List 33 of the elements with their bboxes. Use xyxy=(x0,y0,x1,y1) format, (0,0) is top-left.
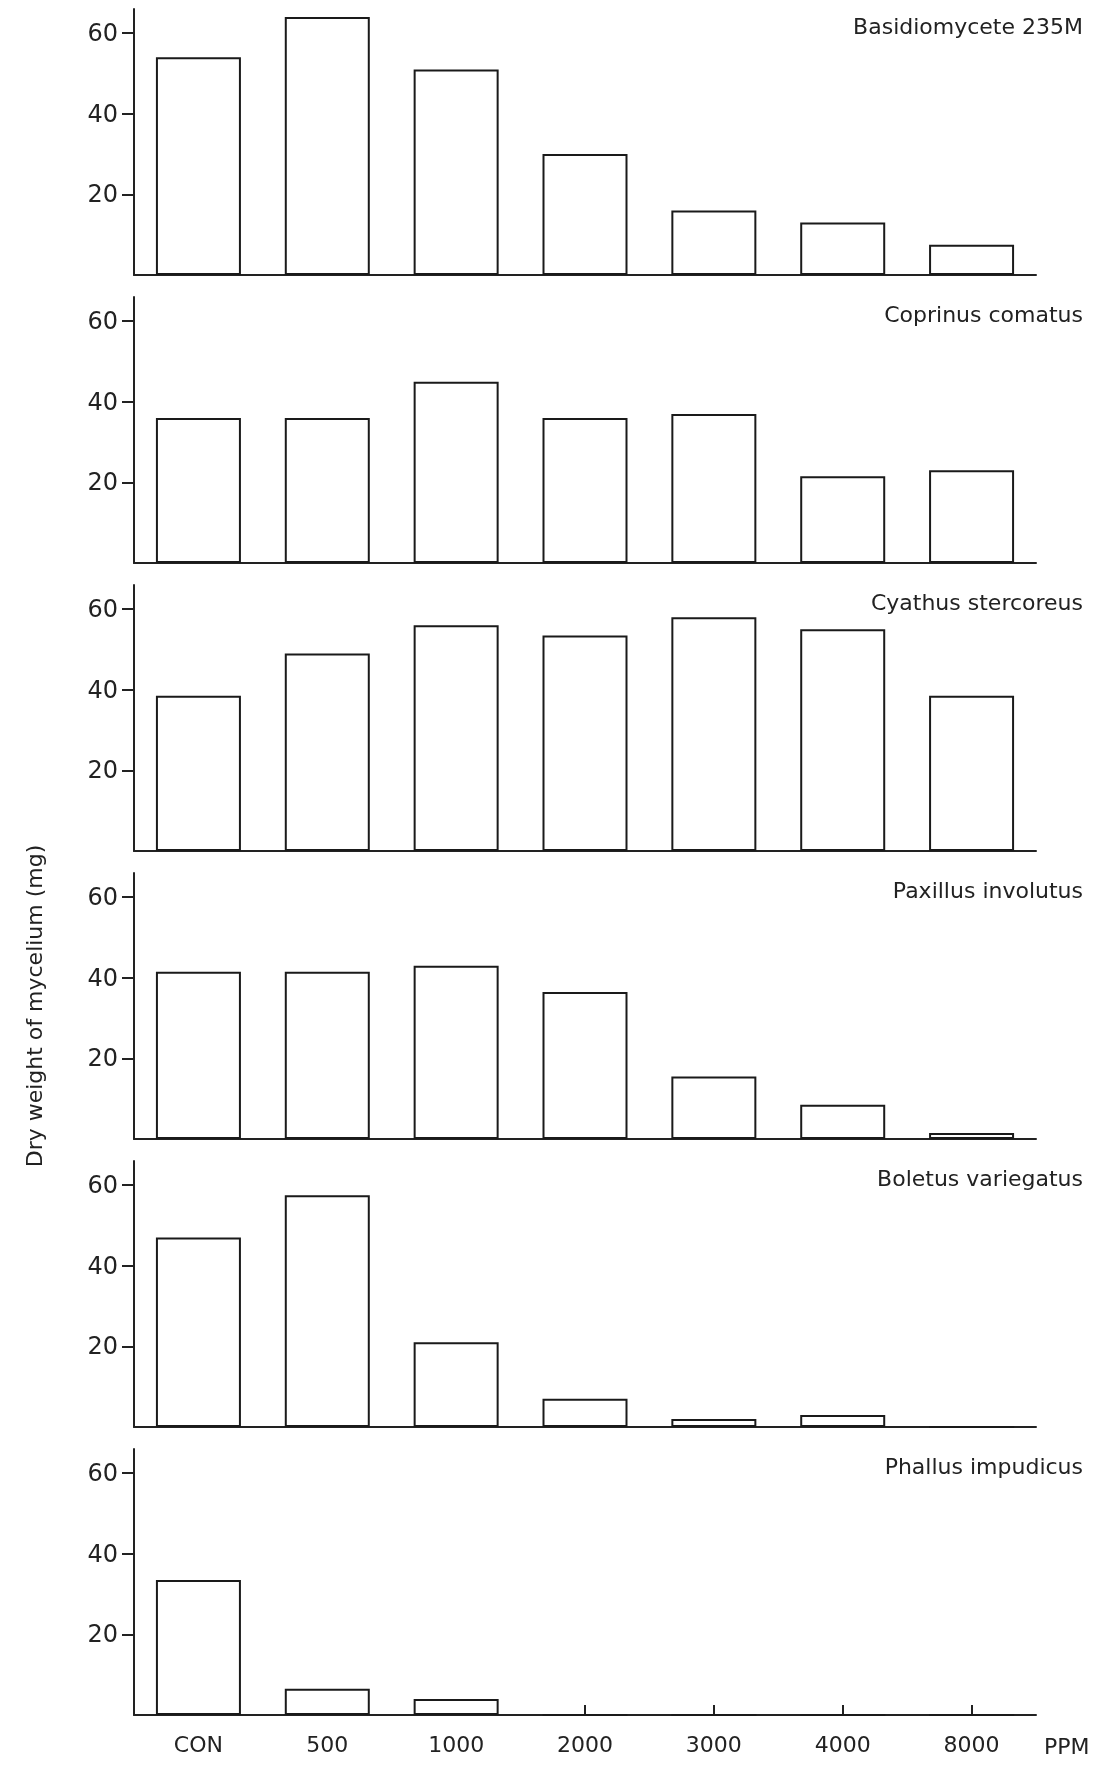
y-tick-label: 60 xyxy=(87,1171,118,1200)
x-tick-label: 4000 xyxy=(814,1731,871,1757)
chart-title: Paxillus involutus xyxy=(892,877,1083,903)
x-tick-label: CON xyxy=(173,1731,223,1757)
y-axis-title: Dry weight of mycelium (mg) xyxy=(21,844,47,1168)
y-tick-label: 20 xyxy=(87,1044,118,1073)
x-tick-label: 2000 xyxy=(557,1731,613,1757)
x-tick-label: 3000 xyxy=(685,1731,742,1757)
chart-title: Boletus variegatus xyxy=(877,1165,1084,1191)
y-tick-label: 20 xyxy=(87,756,118,785)
y-tick-label: 60 xyxy=(87,1459,118,1488)
chart-title: Basidiomycete 235M xyxy=(853,13,1084,39)
y-tick-label: 20 xyxy=(87,1332,118,1361)
y-tick-label: 40 xyxy=(87,1539,118,1568)
y-tick-label: 40 xyxy=(87,1251,118,1280)
chart-title: Phallus impudicus xyxy=(884,1453,1083,1479)
y-tick-label: 60 xyxy=(87,307,118,336)
x-tick-label: 500 xyxy=(306,1731,349,1757)
y-tick-label: 40 xyxy=(87,963,118,992)
y-tick-label: 20 xyxy=(87,180,118,209)
y-tick-label: 60 xyxy=(87,595,118,624)
y-tick-label: 20 xyxy=(87,1620,118,1649)
y-tick-label: 60 xyxy=(87,883,118,912)
y-tick-label: 20 xyxy=(87,468,118,497)
chart-title: Coprinus comatus xyxy=(884,301,1084,327)
x-tick-label: 1000 xyxy=(428,1731,485,1757)
y-tick-label: 40 xyxy=(87,387,118,416)
chart-title: Cyathus stercoreus xyxy=(870,589,1084,615)
x-axis-title: PPM xyxy=(1044,1733,1090,1759)
y-tick-label: 60 xyxy=(87,19,118,48)
y-tick-label: 40 xyxy=(87,675,118,704)
x-tick-label: 8000 xyxy=(943,1731,1000,1757)
y-tick-label: 40 xyxy=(87,99,118,128)
